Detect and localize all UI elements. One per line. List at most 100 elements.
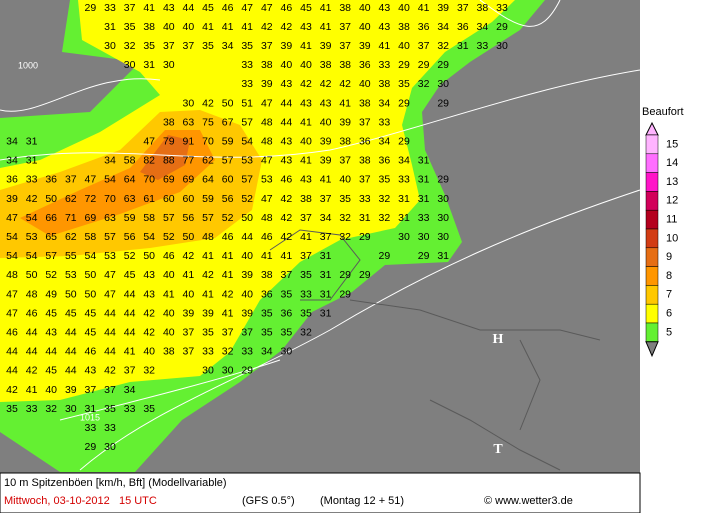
gust-value: 31 [418,174,430,186]
legend-arrow-down [645,341,659,358]
gust-value: 45 [300,2,312,14]
gust-value: 40 [163,269,175,281]
gust-value: 47 [261,97,273,109]
gust-value: 37 [300,250,312,262]
gust-value: 33 [241,78,253,90]
gust-value: 53 [241,155,253,167]
gust-value: 38 [477,2,489,14]
gust-value: 39 [320,155,332,167]
gust-value: 46 [85,346,97,358]
gust-value: 44 [65,365,77,377]
legend-swatch [645,266,659,286]
gust-value: 57 [222,155,234,167]
gust-value: 45 [45,365,57,377]
gust-value: 45 [85,326,97,338]
gust-value: 42 [104,365,116,377]
gust-value: 53 [104,250,116,262]
gust-value: 39 [241,307,253,319]
gust-value: 38 [320,59,332,71]
gust-value: 40 [183,288,195,300]
gust-value: 41 [183,269,195,281]
gust-value: 45 [65,307,77,319]
gust-value: 41 [222,250,234,262]
gust-value: 51 [241,97,253,109]
legend-label: 14 [666,157,678,169]
gust-value: 54 [26,212,38,224]
gust-value: 34 [437,21,449,33]
gust-value: 38 [379,78,391,90]
gust-value: 44 [6,346,18,358]
gust-value: 47 [104,269,116,281]
gust-value: 88 [163,155,175,167]
gust-value: 44 [281,97,293,109]
gust-value: 40 [163,21,175,33]
gust-value: 31 [143,59,155,71]
gust-value: 63 [104,212,116,224]
gust-value: 77 [183,155,195,167]
gust-value: 43 [379,21,391,33]
gust-value: 43 [281,78,293,90]
gust-value: 39 [320,40,332,52]
gust-value: 54 [85,250,97,262]
gust-value: 34 [6,135,18,147]
gust-value: 35 [261,326,273,338]
gust-value: 35 [124,21,136,33]
gust-value: 30 [65,403,77,415]
gust-value: 29 [398,97,410,109]
gust-value: 44 [183,2,195,14]
gust-value: 30 [437,212,449,224]
gust-value: 41 [222,307,234,319]
gust-value: 37 [124,2,136,14]
gust-value: 62 [202,155,214,167]
gust-value: 36 [379,155,391,167]
gust-value: 43 [300,97,312,109]
gust-value: 54 [6,250,18,262]
gust-value: 47 [261,155,273,167]
map-area [0,0,641,473]
gust-value: 44 [241,231,253,243]
gust-value: 37 [183,40,195,52]
low-pressure-marker: T [493,442,503,457]
gust-value: 37 [418,40,430,52]
gust-value: 29 [398,59,410,71]
gust-value: 47 [6,307,18,319]
gust-value: 39 [6,193,18,205]
gust-value: 55 [65,250,77,262]
gust-value: 32 [418,78,430,90]
gust-value: 57 [104,231,116,243]
gust-value: 38 [143,21,155,33]
gust-value: 44 [45,346,57,358]
legend-label: 5 [666,326,672,338]
gust-value: 41 [300,40,312,52]
footer-run: (Montag 12 + 51) [320,495,404,507]
gust-value: 37 [183,346,195,358]
gust-value: 42 [143,326,155,338]
gust-value: 40 [241,288,253,300]
isobar-label: 1000 [18,60,38,70]
gust-value: 53 [261,174,273,186]
gust-value: 34 [379,97,391,109]
gust-value: 29 [339,269,351,281]
gust-value: 52 [45,269,57,281]
gust-value: 47 [85,174,97,186]
gust-value: 39 [183,307,195,319]
gust-value: 53 [65,269,77,281]
gust-value: 47 [241,2,253,14]
gust-value: 35 [6,403,18,415]
gust-value: 45 [45,307,57,319]
gust-value: 37 [163,40,175,52]
gust-value: 46 [222,231,234,243]
gust-value: 41 [241,21,253,33]
gust-value: 41 [124,346,136,358]
gust-value: 30 [183,97,195,109]
gust-value: 48 [261,116,273,128]
isobar [0,0,641,471]
gust-value: 46 [281,174,293,186]
legend-swatch [645,322,659,343]
gust-value: 44 [104,326,116,338]
gust-value: 48 [202,231,214,243]
gust-value: 48 [261,212,273,224]
gust-value: 32 [222,346,234,358]
gust-value: 34 [398,155,410,167]
gust-value: 42 [202,97,214,109]
